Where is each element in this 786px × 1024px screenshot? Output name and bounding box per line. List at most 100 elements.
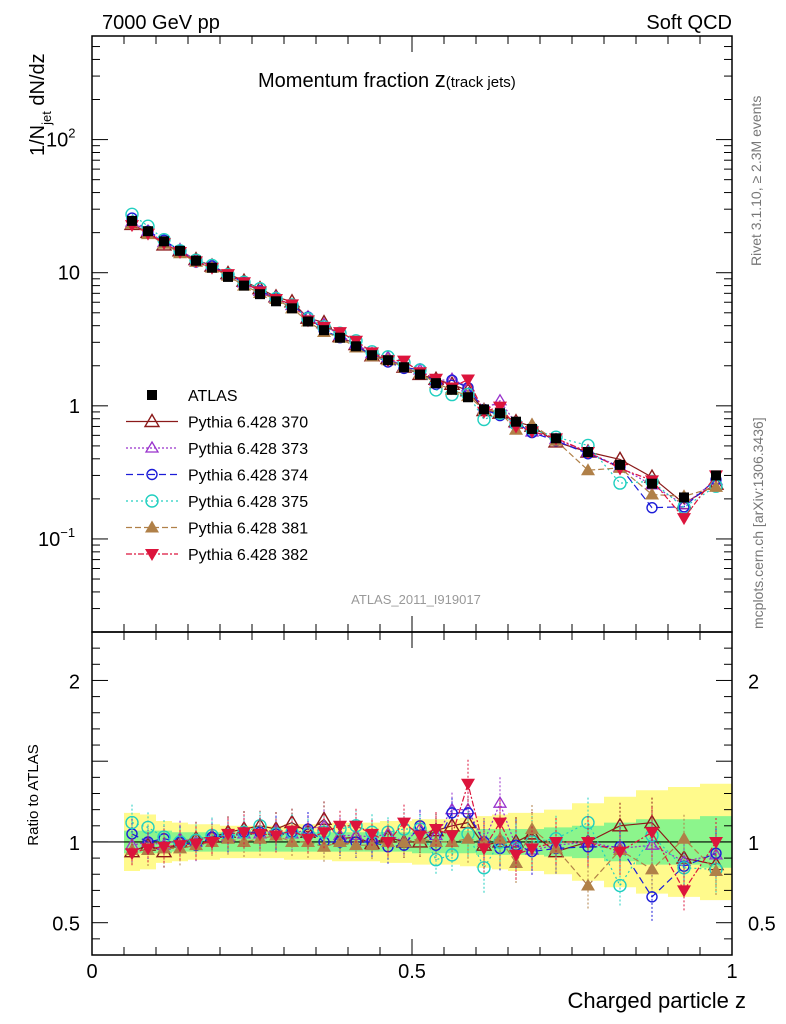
series-381-ratio-point-shape [645,862,659,875]
ratio-tick-label: 0.5 [52,914,80,936]
series-374-ratio-point-shape [646,891,658,903]
series-382-ratio-point-shape [493,817,507,830]
series-382-ratio-point [173,840,187,853]
series-373-point [676,497,692,510]
atlas-point-shape [287,303,297,314]
atlas-point [191,255,201,266]
legend-label: Pythia 6.428 370 [188,415,308,432]
series-382-ratio-point-shape [125,848,139,861]
series-382-ratio-point-shape [509,849,523,862]
series-381-point-shape [645,487,659,500]
legend-item-series-375: Pythia 6.428 375 [126,494,308,511]
legend-item-series-373: Pythia 6.428 373 [126,440,308,458]
series-375-ratio-point [613,878,627,893]
atlas-point [367,350,377,361]
legend-label: Pythia 6.428 373 [188,441,308,458]
y-tick-label: 1 [69,396,80,418]
series-382-ratio-point [333,820,347,833]
atlas-point-shape [463,392,473,403]
legend-label: Pythia 6.428 381 [188,521,308,538]
atlas-point-shape [127,215,137,226]
series-381-ratio-point-shape [349,838,363,851]
atlas-point [287,303,297,314]
series-382-ratio-point-shape [141,843,155,856]
atlas-point [207,262,217,273]
atlas-point [175,245,185,256]
series-374-point-shape [646,502,658,514]
series-382-ratio-point [381,836,395,849]
series-382-ratio-point-shape [333,820,347,833]
series-382-ratio-point-shape [549,836,563,849]
series-381-ratio-point-shape [333,834,347,847]
series-381-ratio-point-shape [677,831,691,844]
series-382-ratio-point-shape [429,824,443,837]
series-382-point-shape [493,401,507,414]
legend-item-series-370: Pythia 6.428 370 [126,413,308,432]
atlas-point [431,378,441,389]
series-382-ratio-point [317,827,331,840]
series-382-ratio-point [301,833,315,846]
series-382-ratio-point [509,849,523,862]
ratio-tick-label-right: 1 [748,833,759,855]
series-381-ratio-point-shape [709,864,723,877]
series-382-point [677,513,691,526]
atlas-point [335,332,345,343]
atlas-point [711,470,721,481]
series-382-ratio-point [549,836,563,849]
atlas-point-shape [495,408,505,419]
ratio-tick-label-right: 0.5 [748,914,776,936]
series-382-ratio-point-shape [221,828,235,841]
series-375-ratio-point [445,848,459,862]
series-375-ratio-point-shape [445,848,459,862]
ratio-axis-label: Ratio to ATLAS [25,744,42,845]
series-382-ratio-point-shape [285,825,299,838]
series-382-ratio-point-shape [237,827,251,840]
atlas-point-shape [367,350,377,361]
legend-item-atlas: ATLAS [147,388,238,405]
series-382-point [397,355,411,368]
series-381-ratio-point [493,831,507,844]
atlas-point-shape [583,446,593,457]
series-382-ratio-point-shape [709,836,723,849]
atlas-point [319,325,329,336]
x-tick-label: 1 [726,961,737,983]
x-axis-label: Charged particle z [567,988,746,1013]
y-tick-label: 10 [58,263,80,285]
series-382-ratio-point-shape [381,836,395,849]
mcplots-label: mcplots.cern.ch [arXiv:1306.3436] [750,417,766,629]
series-382-ratio-point [365,828,379,841]
legend-marker [143,413,161,428]
atlas-point-shape [143,226,153,237]
rivet-version-label: Rivet 3.1.10, ≥ 2.3M events [748,96,764,266]
series-381-ratio-point [645,862,659,875]
series-382-ratio-point-shape [413,830,427,843]
ratio-tick-label-right: 2 [748,671,759,693]
legend-marker-shape [144,440,160,453]
series-374-ratio-point [646,891,658,903]
series-381-ratio-point [237,834,251,847]
series-381-ratio-point [397,834,411,847]
series-382-point-shape [677,513,691,526]
atlas-point-shape [159,236,169,247]
legend-marker [145,520,159,533]
series-382-ratio-point [677,885,691,898]
atlas-point-shape [679,492,689,503]
atlas-point-shape [479,404,489,415]
series-381-ratio-point-shape [397,834,411,847]
series-382-ratio-point [125,848,139,861]
series-382-ratio-point-shape [677,885,691,898]
y-axis-label: 1/Njet dN/dz [27,53,54,156]
atlas-point-shape [431,378,441,389]
plot-title: Momentum fraction z(track jets) [258,67,516,92]
series-382-ratio-point [157,841,171,854]
atlas-point-shape [511,416,521,427]
series-373-line [131,221,717,506]
series-382-ratio-point [285,825,299,838]
series-382-ratio-point-shape [477,843,491,856]
atlas-point [271,296,281,307]
series-374-ratio-point-shape [446,807,458,819]
series-382-ratio-point-shape [365,828,379,841]
series-375-point [613,476,627,490]
atlas-point-shape [191,255,201,266]
series-382-ratio-point [645,827,659,840]
